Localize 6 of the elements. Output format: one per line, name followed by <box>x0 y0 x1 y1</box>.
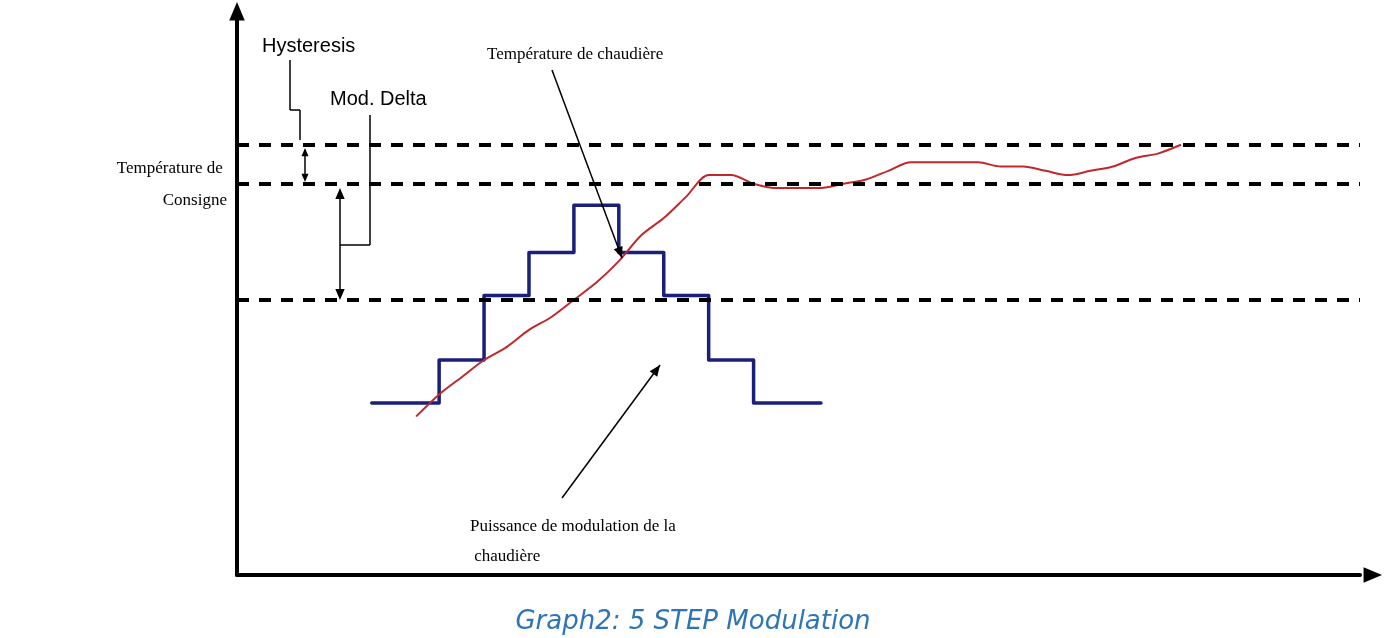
text: Mod. Delta <box>330 87 428 109</box>
ref-line-label: Température de Consigne <box>116 158 227 210</box>
text: Hysteresis <box>262 34 356 56</box>
text: Puissance de modulation de la chaudière <box>470 515 677 565</box>
text: Température de chaudière <box>487 44 664 63</box>
text: Graph2: 5 STEP Modulation <box>515 605 871 635</box>
